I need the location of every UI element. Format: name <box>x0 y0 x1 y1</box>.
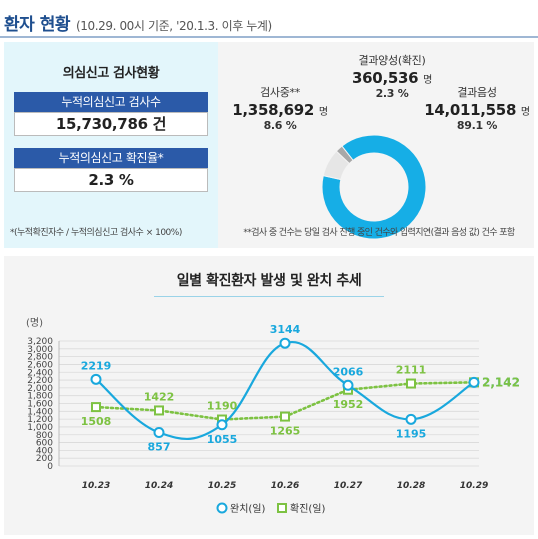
positive-label-group: 결과양성(확진) 360,536 명 2.3 % <box>342 52 442 100</box>
legend-label-recovered: 완치(일) <box>230 503 266 515</box>
negative-value: 14,011,558 <box>424 101 517 119</box>
testing-value: 1,358,692 <box>232 101 315 119</box>
data-label-confirmed: 1265 <box>270 425 301 438</box>
y-tick-label: 3,000 <box>27 345 53 355</box>
y-tick-label: 1,200 <box>27 415 53 425</box>
data-point-recovered <box>468 376 480 388</box>
cumulative-tests-value: 15,730,786 건 <box>14 112 208 136</box>
data-point-recovered <box>405 413 417 425</box>
cumulative-tests-label: 누적의심신고 검사수 <box>14 92 208 112</box>
y-tick-label: 1,400 <box>27 407 53 417</box>
data-point-recovered <box>279 337 291 349</box>
x-tick-label: 10.29 <box>460 481 488 491</box>
testing-label-group: 검사중** 1,358,692 명 8.6 % <box>230 84 330 132</box>
y-tick-label: 0 <box>47 462 53 472</box>
testing-unit: 명 <box>318 107 328 118</box>
data-label-recovered: 1055 <box>207 433 238 446</box>
positive-name: 결과양성(확진) <box>358 54 426 67</box>
x-tick-label: 10.23 <box>82 481 110 491</box>
donut-chart <box>321 134 427 240</box>
y-tick-label: 200 <box>36 454 53 464</box>
x-tick-label: 10.26 <box>271 481 299 491</box>
data-point-confirmed <box>91 402 101 413</box>
y-tick-label: 2,800 <box>27 353 53 363</box>
donut-slice-0 <box>321 134 427 240</box>
positive-rate-footnote: *(누적확진자수 / 누적의심신고 검사수 × 100%) <box>10 228 182 238</box>
negative-name: 결과음성 <box>457 86 497 99</box>
legend-marker-confirmed <box>277 503 287 513</box>
x-tick-label: 10.27 <box>334 481 363 491</box>
data-point-recovered <box>90 373 102 385</box>
data-label-confirmed: 1508 <box>81 415 112 428</box>
data-label-recovered: 3144 <box>270 323 301 336</box>
y-tick-label: 2,600 <box>27 360 53 370</box>
data-label-confirmed: 2,142 <box>482 375 520 389</box>
y-tick-label: 1,800 <box>27 392 53 402</box>
test-result-breakdown: 결과양성(확진) 360,536 명 2.3 % 검사중** 1,358,692… <box>224 42 534 248</box>
data-point-recovered <box>216 419 228 431</box>
negative-label-group: 결과음성 14,011,558 명 89.1 % <box>422 84 532 132</box>
testing-footnote: **검사 중 건수는 당일 검사 진행 중인 건수와 입력지연(결과 음성 값)… <box>243 228 515 238</box>
legend-marker-recovered <box>216 502 228 514</box>
trend-line-chart: (명) 02004006008001,0001,2001,4001,6001,80… <box>26 317 520 515</box>
donut-slice-2 <box>335 145 354 165</box>
chart-title-underline <box>154 296 384 297</box>
y-tick-label: 600 <box>36 439 53 449</box>
data-label-confirmed: 1190 <box>207 400 238 413</box>
testing-pct: 8.6 % <box>263 119 297 132</box>
data-point-recovered <box>342 379 354 391</box>
x-tick-label: 10.25 <box>208 481 236 491</box>
negative-unit: 명 <box>520 107 530 118</box>
testing-name: 검사중** <box>260 86 300 99</box>
page-subtitle: (10.29. 00시 기준, '20.1.3. 이후 누계) <box>75 19 272 33</box>
y-tick-label: 2,200 <box>27 376 53 386</box>
data-point-confirmed <box>280 411 290 422</box>
chart-title: 일별 확진환자 발생 및 완치 추세 <box>176 273 362 289</box>
positive-rate-value: 2.3 % <box>14 168 208 192</box>
data-label-recovered: 1195 <box>396 427 427 440</box>
positive-pct: 2.3 % <box>375 87 409 100</box>
positive-rate-label: 누적의심신고 확진율* <box>14 148 208 168</box>
summary-panel: 의심신고 검사현황 누적의심신고 검사수 15,730,786 건 누적의심신고… <box>4 42 534 248</box>
data-label-recovered: 2,142 <box>482 375 520 389</box>
y-tick-label: 400 <box>36 446 53 456</box>
y-axis-label: (명) <box>26 317 43 329</box>
legend-label-confirmed: 확진(일) <box>290 503 326 515</box>
page-title: 환자 현황 <box>4 15 70 35</box>
x-tick-label: 10.28 <box>397 481 425 491</box>
positive-unit: 명 <box>423 75 432 86</box>
y-tick-label: 2,000 <box>27 384 53 394</box>
data-label-recovered: 2066 <box>333 365 364 378</box>
page-header: 환자 현황 (10.29. 00시 기준, '20.1.3. 이후 누계) <box>0 0 538 38</box>
data-point-confirmed <box>406 378 416 389</box>
data-label-recovered: 857 <box>148 441 171 454</box>
data-label-recovered: 2219 <box>81 359 112 372</box>
testing-status-title: 의심신고 검사현황 <box>62 66 160 81</box>
y-tick-label: 3,200 <box>27 337 53 347</box>
y-tick-label: 2,400 <box>27 368 53 378</box>
trend-panel: 일별 확진환자 발생 및 완치 추세 (명) 0 200 400 600 800 1,000… <box>4 256 534 535</box>
y-tick-label: 1,000 <box>27 423 53 433</box>
data-label-confirmed: 1422 <box>144 390 175 403</box>
data-label-confirmed: 1952 <box>333 398 364 411</box>
negative-pct: 89.1 % <box>456 119 498 132</box>
data-point-recovered <box>153 427 165 439</box>
data-point-confirmed <box>154 405 164 416</box>
x-tick-label: 10.24 <box>145 481 173 491</box>
y-tick-label: 800 <box>36 431 53 441</box>
data-label-confirmed: 2111 <box>396 364 427 377</box>
testing-status-box: 의심신고 검사현황 누적의심신고 검사수 15,730,786 건 누적의심신고… <box>4 42 218 248</box>
y-tick-label: 1,600 <box>27 400 53 410</box>
positive-value: 360,536 <box>352 69 419 87</box>
